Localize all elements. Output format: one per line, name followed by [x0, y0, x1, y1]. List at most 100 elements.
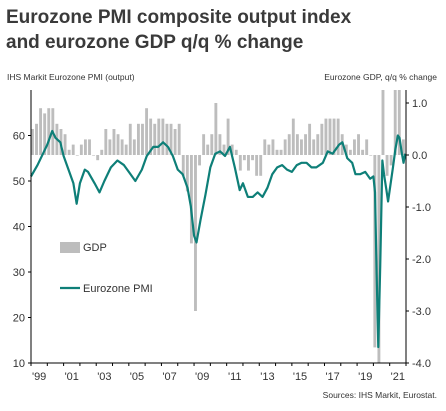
gdp-bar [169, 123, 173, 155]
gdp-bar [128, 123, 132, 155]
gdp-bar [112, 129, 116, 155]
gdp-bar [344, 144, 348, 155]
gdp-bar [185, 155, 189, 192]
legend-gdp-swatch [60, 242, 80, 253]
gdp-bar [361, 149, 365, 155]
gdp-bar [35, 123, 38, 155]
gdp-bar [279, 149, 283, 155]
gdp-bar [210, 134, 214, 155]
gdp-bar [43, 113, 47, 155]
gdp-bar [88, 139, 91, 155]
gdp-bar [198, 155, 201, 166]
right-axis-ticks: -4.0 -3.0 -2.0 -1.0 0.0 1.0 [406, 98, 431, 370]
chart-title-line-1: Eurozone PMI composite output index [6, 7, 352, 28]
gdp-bar [353, 139, 356, 155]
gdp-bar [316, 134, 320, 155]
gdp-bar [255, 155, 259, 176]
gdp-bar [308, 123, 312, 155]
gdp-bar [251, 155, 254, 161]
pmi-line-group [30, 129, 407, 349]
gdp-bar [275, 149, 279, 155]
gdp-bar [348, 149, 352, 155]
gdp-bar [145, 108, 149, 155]
x-tick-label: '99 [32, 371, 46, 383]
left-tick-label: 50 [13, 176, 25, 188]
left-tick-label: 30 [13, 267, 25, 279]
gdp-bar [238, 155, 242, 171]
gdp-bar [226, 118, 230, 155]
gdp-bar [283, 139, 287, 155]
gdp-bar [92, 155, 96, 156]
x-tick-label: '11 [228, 371, 242, 383]
gdp-bar [47, 108, 51, 155]
source-note: Sources: IHS Markit, Eurostat. [323, 390, 437, 400]
gdp-bar [63, 134, 67, 155]
gdp-bar [242, 155, 246, 161]
gdp-bar [153, 123, 157, 155]
right-tick-label: 0.0 [412, 150, 427, 162]
gdp-bar [267, 144, 271, 155]
x-tick-label: '01 [65, 371, 79, 383]
gdp-bar [165, 123, 169, 155]
chart-title-line-2: and eurozone GDP q/q % change [6, 32, 304, 53]
chart-title: Eurozone PMI composite output index and … [6, 5, 442, 55]
right-axis-label: Eurozone GDP, q/q % change [324, 72, 437, 82]
gdp-bar [136, 123, 140, 155]
gdp-bar [83, 139, 87, 155]
gdp-bar [393, 90, 397, 155]
x-tick-label: '03 [97, 371, 111, 383]
gdp-bar [234, 149, 238, 155]
gdp-bar [230, 144, 234, 155]
gdp-bar [173, 129, 177, 155]
gdp-bar [377, 155, 381, 363]
gdp-bar [149, 118, 153, 155]
gdp-bar [100, 149, 104, 155]
gdp-bar [189, 155, 193, 244]
gdp-bar [181, 155, 185, 176]
gdp-bar [304, 134, 307, 155]
x-axis-ticks: '99 '01 '03 '05 '07 '09 '11 '13 '15 '17 '19 '21 [30, 363, 407, 383]
gdp-bar [373, 155, 377, 348]
legend-gdp-label: GDP [83, 242, 107, 254]
x-tick-label: '05 [130, 371, 144, 383]
left-tick-label: 20 [13, 313, 25, 325]
right-tick-label: -1.0 [412, 202, 431, 214]
gdp-bar [381, 90, 385, 155]
gdp-bar [263, 139, 267, 155]
left-axis-label: IHS Markit Eurozone PMI (output) [7, 72, 135, 82]
gdp-bar [312, 139, 316, 155]
gdp-bar [124, 144, 128, 155]
gdp-bar [222, 144, 226, 155]
gdp-bar [79, 144, 83, 155]
gdp-bar [202, 134, 206, 155]
gdp-bar [104, 129, 108, 155]
gdp-bar [120, 139, 124, 155]
gdp-bar [67, 149, 71, 155]
gdp-bar [369, 155, 373, 156]
left-axis-ticks: 10 20 30 40 50 60 [13, 131, 31, 370]
gdp-bar [287, 134, 291, 155]
gdp-bar [218, 134, 222, 155]
pmi-line [30, 129, 407, 349]
gdp-bar [31, 129, 34, 155]
gdp-bar [108, 139, 112, 155]
gdp-bar [324, 118, 328, 155]
gdp-bar [132, 139, 136, 155]
right-tick-label: -4.0 [412, 358, 431, 370]
gdp-bar [259, 155, 263, 176]
gdp-bar [214, 103, 218, 155]
gdp-bar [291, 118, 295, 155]
gdp-bar [116, 134, 120, 155]
x-tick-label: '09 [195, 371, 209, 383]
gdp-bar [71, 144, 75, 155]
gdp-bars [31, 90, 405, 363]
gdp-bar [300, 139, 303, 155]
gdp-bar [336, 118, 340, 155]
right-tick-label: -3.0 [412, 306, 431, 318]
gdp-bar [177, 123, 181, 155]
gdp-bar [96, 155, 100, 161]
gdp-bar [365, 139, 369, 155]
gdp-bar [389, 155, 393, 166]
